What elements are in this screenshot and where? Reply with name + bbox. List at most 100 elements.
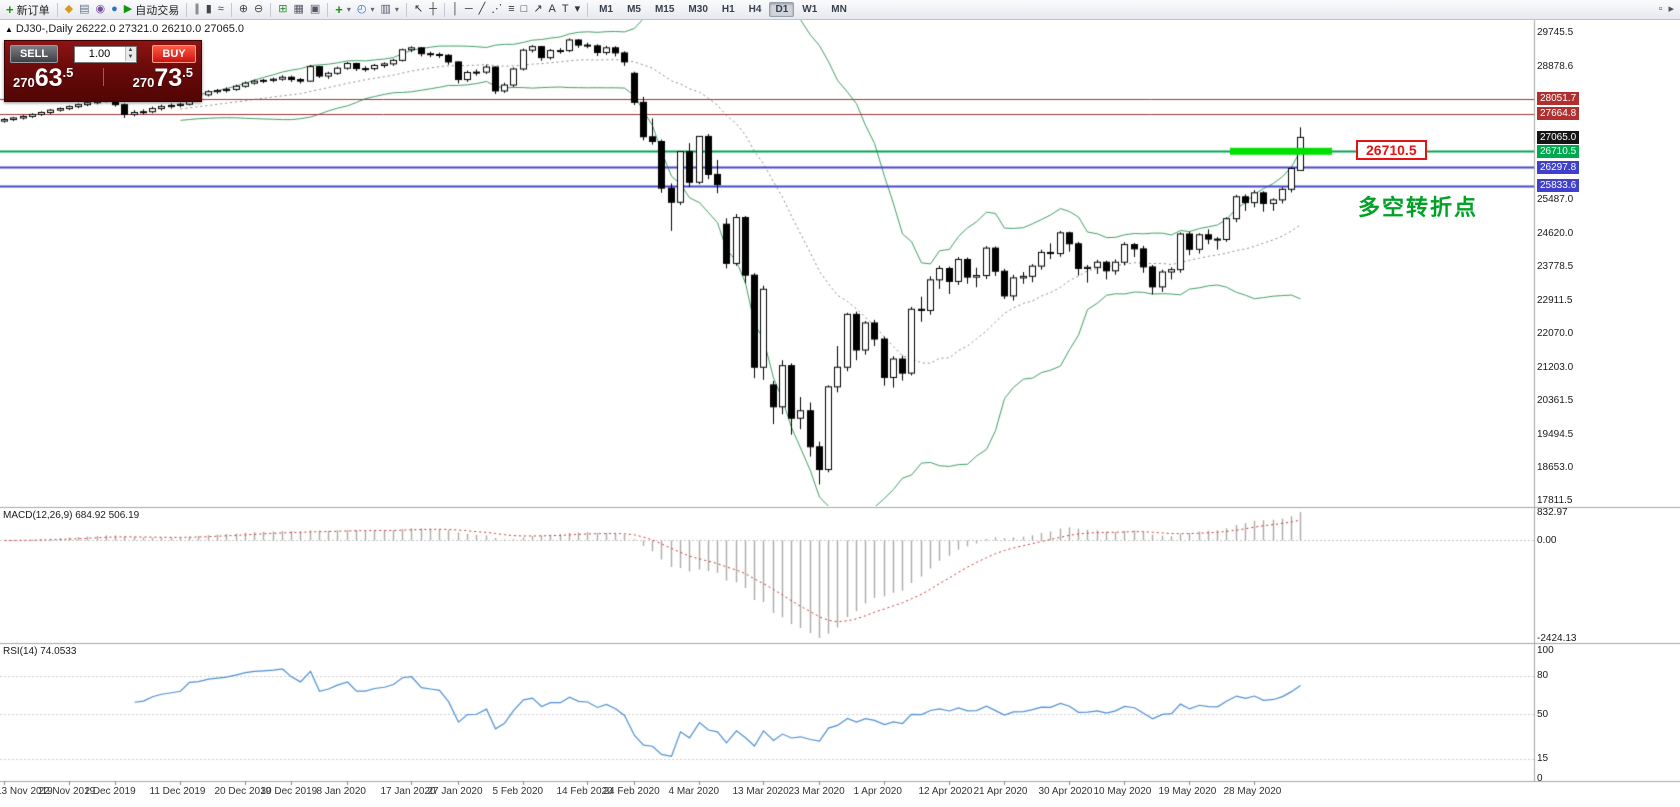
crosshair-icon: ┼ <box>429 3 437 15</box>
caret-down-icon: ▾ <box>394 5 399 14</box>
horizontal-line-tool-button[interactable]: ─ <box>462 1 476 18</box>
date-label: 13 Mar 2020 <box>732 786 789 797</box>
tile-windows-button[interactable]: ▦ <box>290 1 306 18</box>
timeframe-m30-button[interactable]: M30 <box>688 4 708 15</box>
date-label: 5 Feb 2020 <box>492 786 544 797</box>
channel-tool-button[interactable]: ⋰ <box>488 1 505 18</box>
buy-price[interactable]: 270 73.5 <box>133 66 193 91</box>
main-toolbar: + 新订单 ◆ ▤ ◉ ● ▶ 自动交易 ∥ ▮ ≈ ⊕ ⊖ ⊞ ▦ ▣ + ▾ ◴ ▾ ▥ ▾ ↖ ┼ │ ─ ╱ ⋰ ≡ □ ↗ A T ▾ M… <box>0 0 1680 20</box>
toolbar-separator <box>270 2 272 17</box>
toolbar-right-group: ▫ ▸ <box>1656 1 1677 18</box>
periods-button[interactable]: ◴ ▾ <box>354 1 378 18</box>
date-label: 30 Apr 2020 <box>1038 786 1093 797</box>
autotrading-button[interactable]: ▶ 自动交易 <box>121 1 182 18</box>
charts-group-icon: ◆ <box>64 3 74 15</box>
objects-dropdown-icon: ▾ <box>574 3 581 15</box>
toolbar-separator <box>405 2 407 17</box>
timeframe-m5-button[interactable]: M5 <box>627 4 641 15</box>
bar-chart-icon: ∥ <box>194 3 200 15</box>
chart-ohlc-header: ▲ DJ30-,Daily 26222.0 27321.0 26210.0 270… <box>5 23 244 35</box>
bar-chart-button[interactable]: ∥ <box>191 1 203 18</box>
timeframe-d1-button[interactable]: D1 <box>769 2 795 17</box>
alerts-button[interactable]: ◉ <box>92 1 108 18</box>
fibonacci-tool-button[interactable]: ≡ <box>505 1 517 18</box>
trendline-tool-button[interactable]: ╱ <box>476 1 489 18</box>
cascade-windows-button[interactable]: ▣ <box>307 1 323 18</box>
turning-point-note[interactable]: 多空转折点 <box>1358 195 1479 220</box>
toolbar-separator <box>186 2 188 17</box>
periods-icon: ◴ <box>356 3 367 15</box>
fibonacci-tool-icon: ≡ <box>508 3 515 15</box>
volume-input[interactable] <box>74 46 125 62</box>
date-label: 24 Feb 2020 <box>603 786 660 797</box>
indicators-button[interactable]: + ▾ <box>332 1 354 18</box>
new-chart-button[interactable]: ▫ <box>1656 1 1666 18</box>
cascade-windows-icon: ▣ <box>309 3 321 15</box>
spin-up-icon[interactable]: ▲ <box>125 47 136 54</box>
text-tool-button[interactable]: A <box>546 1 559 18</box>
date-label: 10 May 2020 <box>1093 786 1152 797</box>
date-label: 21 Apr 2020 <box>973 786 1028 797</box>
timeframe-h4-button[interactable]: H4 <box>748 4 762 15</box>
date-label: 12 Apr 2020 <box>918 786 973 797</box>
auto-arrange-button[interactable]: ⊞ <box>275 1 290 18</box>
new-order-button[interactable]: + 新订单 <box>3 1 53 18</box>
zoom-in-button[interactable]: ⊕ <box>236 1 251 18</box>
timeframe-h1-button[interactable]: H1 <box>721 4 735 15</box>
line-chart-button[interactable]: ≈ <box>215 1 227 18</box>
sell-price-big-digits: 63 <box>34 64 63 92</box>
vertical-line-tool-icon: │ <box>451 3 459 15</box>
channel-tool-icon: ⋰ <box>491 3 503 15</box>
spin-down-icon[interactable]: ▼ <box>125 54 136 61</box>
date-label: 13 Nov 2019 <box>0 786 53 797</box>
tile-windows-icon: ▦ <box>293 3 304 15</box>
auto-arrange-icon: ⊞ <box>278 3 288 15</box>
volume-stepper[interactable]: ▲ ▼ <box>73 45 137 63</box>
templates-button[interactable]: ▥ ▾ <box>378 1 402 18</box>
sell-price[interactable]: 270 63.5 <box>13 66 73 91</box>
vertical-line-tool-button[interactable]: │ <box>449 1 462 18</box>
buy-button[interactable]: BUY <box>152 45 196 63</box>
price-callout-box[interactable]: 26710.5 <box>1356 140 1427 160</box>
charts-group-button[interactable]: ◆ <box>62 1 76 18</box>
candlestick-chart-icon: ▮ <box>205 3 212 15</box>
text-tool-icon: A <box>548 3 556 15</box>
label-tool-button[interactable]: T <box>559 1 572 18</box>
date-label: 8 Jan 2020 <box>316 786 367 797</box>
community-button[interactable]: ● <box>108 1 121 18</box>
toolbar-separator <box>56 2 58 17</box>
timeframe-m1-button[interactable]: M1 <box>599 4 614 15</box>
timeframe-w1-button[interactable]: W1 <box>802 4 818 15</box>
zoom-out-button[interactable]: ⊖ <box>251 1 266 18</box>
volume-spinner[interactable]: ▲ ▼ <box>124 47 136 61</box>
date-label: 2 Dec 2019 <box>84 786 136 797</box>
sell-button[interactable]: SELL <box>10 45 58 63</box>
objects-dropdown-button[interactable]: ▾ <box>572 1 584 18</box>
date-label: 20 Dec 2019 <box>214 786 272 797</box>
toolbar-separator <box>587 2 589 17</box>
toolbar-separator <box>230 2 232 17</box>
date-axis[interactable]: 13 Nov 2019 22 Nov 2019 2 Dec 2019 11 Dec 2… <box>0 786 1680 802</box>
arrows-tool-button[interactable]: ↗ <box>530 1 545 18</box>
shapes-tool-button[interactable]: □ <box>518 1 531 18</box>
alerts-icon: ◉ <box>95 3 106 15</box>
timeframe-m15-button[interactable]: M15 <box>654 4 675 15</box>
autotrading-label: 自动交易 <box>135 4 180 17</box>
crosshair-button[interactable]: ┼ <box>426 1 440 18</box>
indicators-icon: + <box>335 2 343 17</box>
date-label: 14 Feb 2020 <box>556 786 613 797</box>
date-label: 19 May 2020 <box>1158 786 1217 797</box>
date-label: 27 Jan 2020 <box>427 786 483 797</box>
new-chart-icon: ▫ <box>1658 3 1663 15</box>
date-label: 17 Jan 2020 <box>380 786 436 797</box>
chart-list-button[interactable]: ▸ <box>1665 1 1677 18</box>
shapes-tool-icon: □ <box>520 3 528 15</box>
date-label: 28 May 2020 <box>1223 786 1282 797</box>
buy-price-fraction: .5 <box>182 65 193 80</box>
timeframe-mn-button[interactable]: MN <box>831 4 847 15</box>
profiles-button[interactable]: ▤ <box>76 1 92 18</box>
date-label: 30 Dec 2019 <box>260 786 318 797</box>
cursor-button[interactable]: ↖ <box>411 1 426 18</box>
candlestick-chart-button[interactable]: ▮ <box>203 1 215 18</box>
